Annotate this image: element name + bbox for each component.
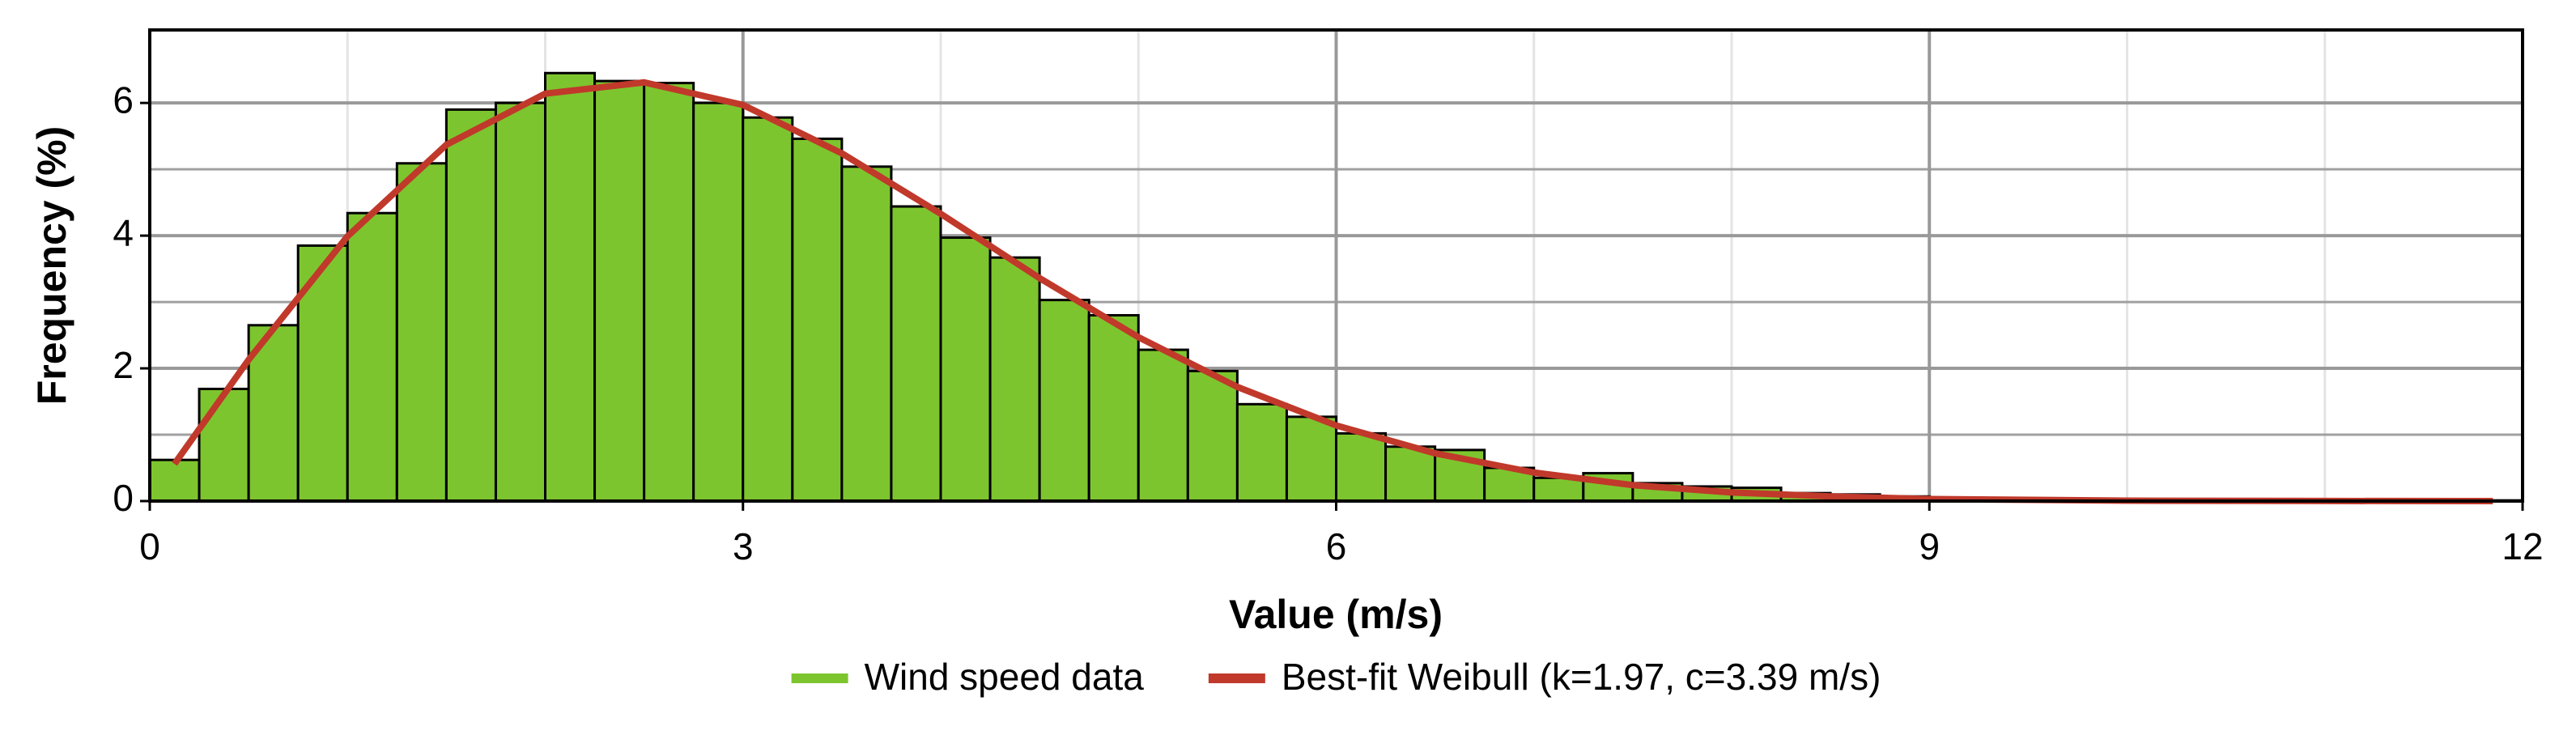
x-tick-label: 9: [1919, 525, 1940, 567]
fit-line: [172, 79, 2493, 504]
legend-label: Wind speed data: [865, 656, 1145, 698]
bar: [1235, 402, 1288, 503]
bar: [890, 205, 942, 503]
bar: [791, 137, 844, 503]
bar: [692, 101, 745, 503]
bar: [148, 458, 201, 503]
bar: [939, 236, 992, 503]
bar: [346, 211, 398, 503]
y-axis-label: Frequency (%): [29, 126, 74, 406]
bar: [1186, 369, 1239, 503]
x-tick-label: 6: [1326, 525, 1347, 567]
bar: [1335, 431, 1388, 503]
x-axis-label: Value (m/s): [1229, 592, 1443, 637]
bar: [840, 165, 893, 503]
bar: [1532, 476, 1585, 503]
bar: [1087, 313, 1140, 503]
legend-label: Best-fit Weibull (k=1.97, c=3.39 m/s): [1282, 656, 1881, 698]
bar: [593, 79, 646, 503]
bar: [198, 387, 250, 503]
bar: [494, 101, 546, 503]
bar: [1285, 415, 1337, 503]
bar: [643, 82, 695, 503]
plot-frame: [148, 28, 2524, 503]
y-tick-label: 0: [113, 477, 134, 519]
bar: [1384, 445, 1437, 503]
x-tick-label: 0: [139, 525, 160, 567]
bar: [988, 256, 1041, 503]
y-tick-label: 6: [113, 79, 134, 121]
bar: [444, 108, 497, 503]
bar: [1137, 348, 1189, 503]
x-tick-label: 12: [2502, 525, 2543, 567]
bar: [395, 162, 448, 503]
bar: [1038, 299, 1090, 503]
x-tick-label: 3: [733, 525, 754, 567]
bar: [544, 71, 597, 503]
y-tick-label: 4: [113, 211, 134, 253]
y-tick-label: 2: [113, 344, 134, 386]
bar: [742, 116, 794, 503]
